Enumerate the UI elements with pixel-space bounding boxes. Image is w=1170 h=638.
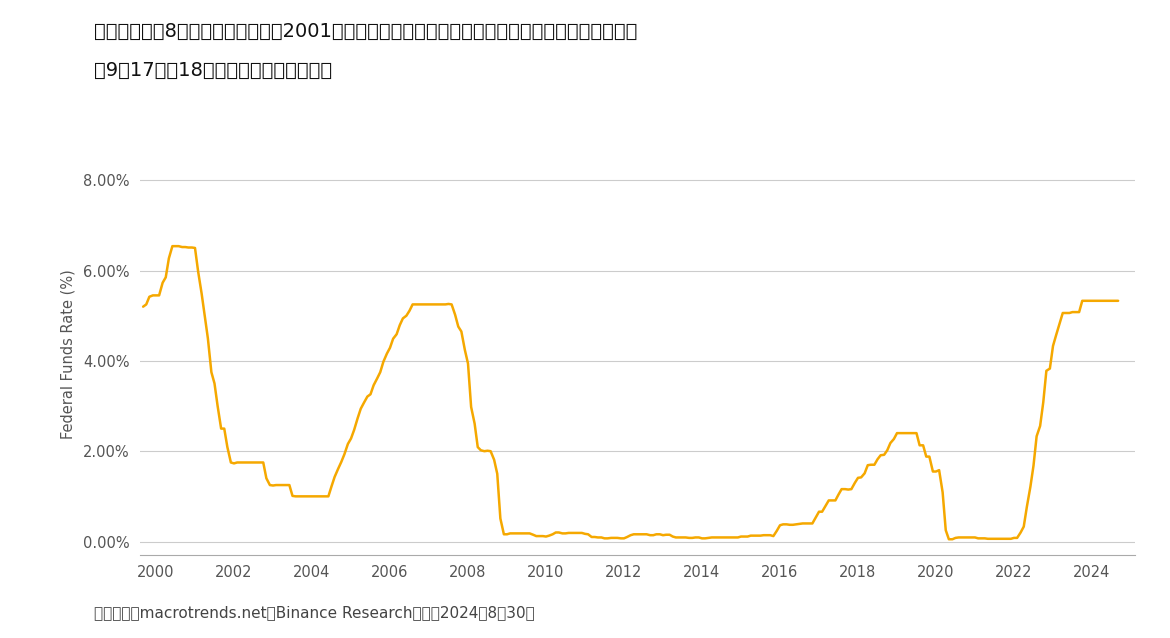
Y-axis label: Federal Funds Rate (%): Federal Funds Rate (%) <box>60 269 75 439</box>
Text: 图二：在连续8次会议将利率维持在2001年以来的最高水平后，所有人都认为联邦公开市场委员会将: 图二：在连续8次会议将利率维持在2001年以来的最高水平后，所有人都认为联邦公开… <box>94 22 636 41</box>
Text: 在9月17日至18日的下一次会议上降息。: 在9月17日至18日的下一次会议上降息。 <box>94 61 332 80</box>
Text: 资料来源：macrotrends.net，Binance Research，截至2024年8月30日: 资料来源：macrotrends.net，Binance Research，截至… <box>94 605 535 620</box>
